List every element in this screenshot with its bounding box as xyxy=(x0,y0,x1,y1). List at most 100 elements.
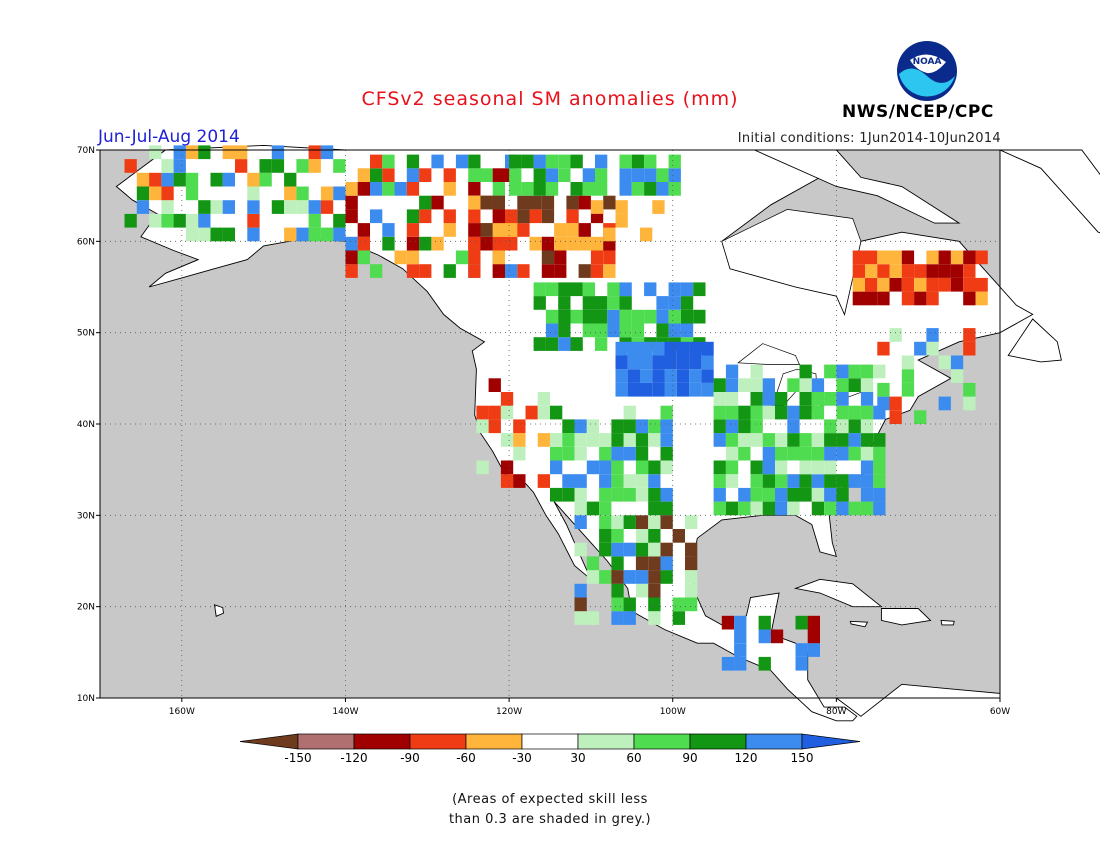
anomaly-cell xyxy=(811,487,825,502)
anomaly-cell xyxy=(619,282,632,297)
anomaly-cell xyxy=(554,250,567,265)
anomaly-cell xyxy=(648,419,661,434)
anomaly-cell xyxy=(619,323,632,338)
anomaly-cell xyxy=(345,195,358,210)
newfoundland xyxy=(1007,318,1062,363)
anomaly-cell xyxy=(852,250,865,265)
anomaly-cell xyxy=(320,186,334,201)
anomaly-cell xyxy=(734,615,747,630)
anomaly-cell xyxy=(394,250,407,265)
anomaly-cell xyxy=(623,405,636,420)
anomaly-cell xyxy=(529,209,542,224)
anomaly-cell xyxy=(541,264,555,278)
anomaly-cell xyxy=(545,168,559,182)
anomaly-cell xyxy=(901,264,915,278)
anomaly-cell xyxy=(419,264,432,278)
anomaly-cell xyxy=(848,419,861,434)
anomaly-cell xyxy=(799,433,812,447)
anomaly-cell xyxy=(950,369,964,383)
anomaly-cell xyxy=(775,405,788,420)
anomaly-cell xyxy=(574,611,587,625)
anomaly-cell xyxy=(599,570,612,584)
anomaly-cell xyxy=(668,182,681,196)
anomaly-cell xyxy=(635,446,649,461)
anomaly-cell xyxy=(599,529,612,543)
anomaly-cell xyxy=(644,282,657,297)
anomaly-cell xyxy=(284,186,297,201)
anomaly-cell xyxy=(570,182,583,196)
anomaly-cell xyxy=(660,487,673,502)
anomaly-cell xyxy=(926,277,939,292)
anomaly-cell xyxy=(271,159,285,173)
anomaly-cell xyxy=(668,323,681,338)
anomaly-cell xyxy=(848,405,861,420)
anomaly-cell xyxy=(811,446,825,461)
anomaly-cell xyxy=(873,460,886,475)
anomaly-cell xyxy=(652,341,665,356)
anomaly-cell xyxy=(672,611,685,625)
anomaly-cell xyxy=(975,277,988,292)
anomaly-cell xyxy=(455,250,469,265)
anomaly-cell xyxy=(611,542,624,557)
anomaly-cell xyxy=(308,213,321,228)
anomaly-cell xyxy=(701,382,714,397)
anomaly-cell xyxy=(480,223,493,237)
anomaly-cell xyxy=(533,296,546,310)
anomaly-cell xyxy=(865,250,878,265)
anomaly-cell xyxy=(599,515,612,529)
anomaly-cell xyxy=(635,419,649,434)
anomaly-cell xyxy=(836,405,849,420)
anomaly-cell xyxy=(725,378,739,392)
anomaly-cell xyxy=(713,405,726,420)
anomaly-cell xyxy=(611,419,624,434)
anomaly-cell xyxy=(635,529,649,543)
anomaly-cell xyxy=(668,168,681,182)
anomaly-cell xyxy=(926,328,939,342)
anomaly-cell xyxy=(623,570,636,584)
anomaly-cell xyxy=(648,474,661,488)
legend-swatch xyxy=(745,733,803,750)
anomaly-cell xyxy=(640,227,653,242)
anomaly-cell xyxy=(775,487,788,502)
anomaly-cell xyxy=(492,264,505,278)
anomaly-cell xyxy=(537,405,550,420)
anomaly-cell xyxy=(370,154,383,169)
anomaly-cell xyxy=(725,364,739,379)
anomaly-cell xyxy=(333,213,346,228)
anomaly-cell xyxy=(476,460,489,475)
color-legend: -150 -120 -90 -60 -30 30 60 90 120 150 xyxy=(239,733,861,765)
anomaly-cell xyxy=(308,159,321,173)
anomaly-cell xyxy=(443,264,456,278)
anomaly-cell xyxy=(562,419,575,434)
anomaly-cells xyxy=(124,145,988,671)
anomaly-cell xyxy=(247,213,260,228)
legend-label: 60 xyxy=(626,751,641,765)
anomaly-cell xyxy=(284,227,297,242)
anomaly-cell xyxy=(775,433,788,447)
anomaly-cell xyxy=(689,355,702,370)
anomaly-cell xyxy=(848,446,861,461)
anomaly-cell xyxy=(926,341,939,356)
anomaly-cell xyxy=(734,629,747,644)
anomaly-cell xyxy=(938,355,951,370)
anomaly-cell xyxy=(419,209,432,224)
anomaly-cell xyxy=(660,542,673,557)
anomaly-cell xyxy=(308,145,321,160)
anomaly-cell xyxy=(664,341,677,356)
anomaly-cell xyxy=(852,291,865,306)
anomaly-cell xyxy=(836,501,849,516)
anomaly-cell xyxy=(554,264,567,278)
anomaly-cell xyxy=(468,195,481,210)
anomaly-cell xyxy=(558,168,571,182)
anomaly-cell xyxy=(468,250,481,265)
anomaly-cell xyxy=(517,195,530,210)
anomaly-cell xyxy=(656,309,669,324)
anomaly-cell xyxy=(419,168,432,182)
anomaly-cell xyxy=(247,186,260,201)
anomaly-cell xyxy=(644,168,657,182)
legend-swatch xyxy=(297,733,355,750)
anomaly-cell xyxy=(595,154,608,169)
anomaly-cell xyxy=(603,250,616,265)
cuba xyxy=(793,578,883,608)
anomaly-cell xyxy=(574,419,587,434)
